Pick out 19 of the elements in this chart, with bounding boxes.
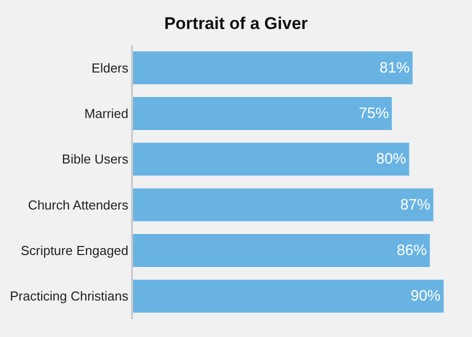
data-label: 87% (400, 196, 430, 214)
bar (133, 234, 430, 267)
data-label: 86% (396, 242, 427, 259)
data-label: 75% (358, 105, 389, 122)
bar (133, 280, 444, 313)
data-label: 80% (376, 150, 406, 168)
y-tick-label: Elders (92, 60, 129, 76)
y-tick-label: Bible Users (62, 152, 129, 167)
bar (133, 97, 392, 130)
y-tick-label: Practicing Christians (10, 288, 129, 304)
data-label: 81% (380, 59, 410, 76)
y-tick-label: Scripture Engaged (20, 243, 128, 258)
bar (133, 142, 410, 176)
chart-title: Portrait of a Giver (164, 14, 308, 33)
y-tick-label: Church Attenders (28, 197, 129, 212)
bar (133, 188, 434, 222)
bar (133, 51, 413, 84)
y-tick-label: Married (84, 106, 128, 122)
data-label: 90% (410, 288, 441, 305)
